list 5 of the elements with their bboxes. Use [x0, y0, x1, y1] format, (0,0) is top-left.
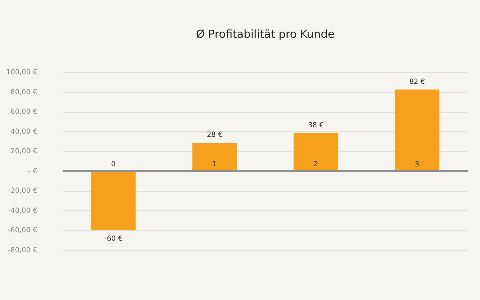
bar	[294, 133, 338, 171]
bar	[91, 170, 136, 230]
bar	[395, 90, 440, 171]
chart-title: Ø Profitabilität pro Kunde	[196, 28, 335, 41]
bar	[192, 143, 238, 171]
